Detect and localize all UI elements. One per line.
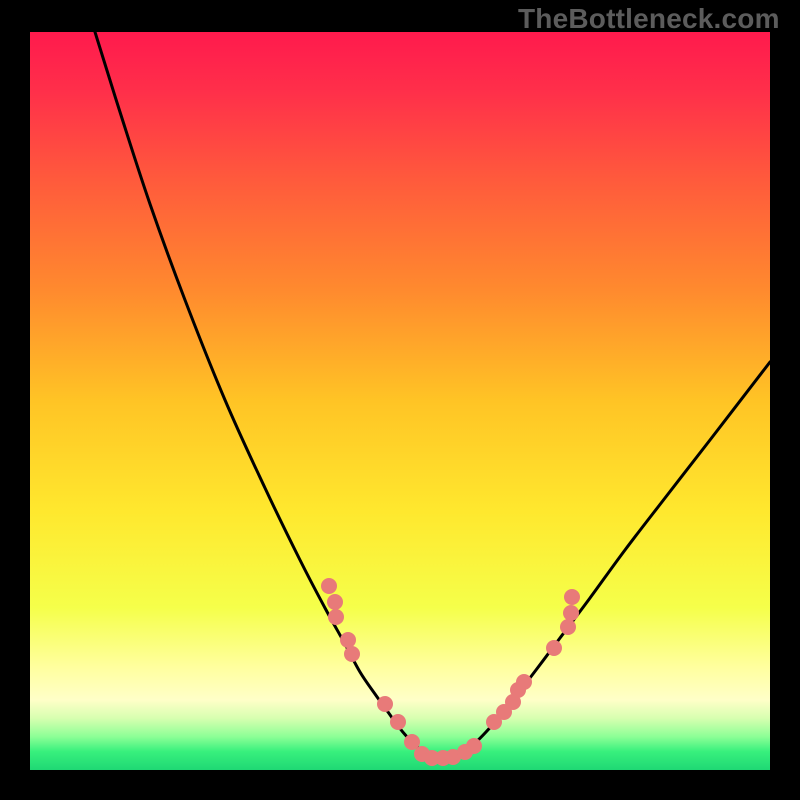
scatter-point <box>377 696 393 712</box>
scatter-point <box>390 714 406 730</box>
scatter-point <box>344 646 360 662</box>
scatter-point <box>563 605 579 621</box>
chart-svg <box>30 32 770 770</box>
chart-frame: TheBottleneck.com <box>0 0 800 800</box>
scatter-point <box>328 609 344 625</box>
scatter-point <box>560 619 576 635</box>
watermark-text: TheBottleneck.com <box>518 3 780 35</box>
scatter-point <box>546 640 562 656</box>
scatter-point <box>321 578 337 594</box>
scatter-point <box>564 589 580 605</box>
scatter-point <box>340 632 356 648</box>
scatter-point <box>466 738 482 754</box>
scatter-point <box>516 674 532 690</box>
scatter-point <box>327 594 343 610</box>
plot-area <box>30 32 770 770</box>
bottleneck-curve <box>95 32 770 758</box>
